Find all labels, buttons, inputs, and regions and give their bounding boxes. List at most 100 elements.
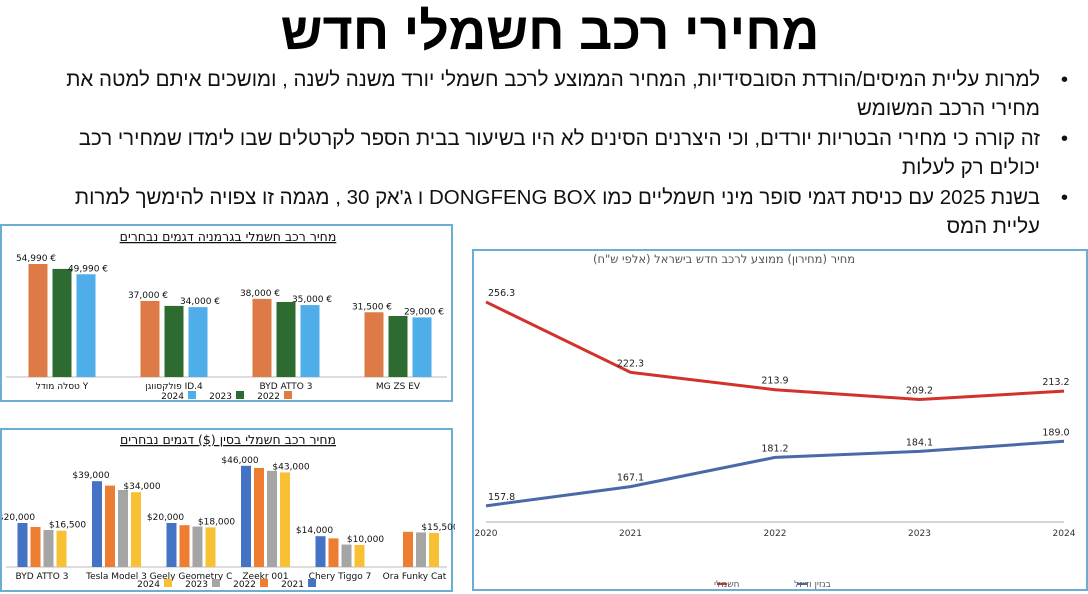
data-label: $18,000: [198, 517, 235, 527]
category-label: Ora Funky Cat: [383, 572, 447, 582]
data-label: $20,000: [2, 513, 35, 523]
data-label: $16,500: [49, 521, 86, 531]
bar-2023: [341, 544, 352, 567]
bar-2024: [56, 530, 67, 567]
data-label: $46,000: [221, 456, 258, 466]
data-label: 34,000 €: [180, 297, 220, 307]
x-tick-label: 2023: [908, 529, 931, 539]
legend-label: חשמלי: [714, 580, 740, 590]
x-tick-label: 2021: [619, 529, 642, 539]
bar-2021: [166, 523, 177, 567]
data-label: 222.3: [617, 358, 644, 369]
data-label: 256.3: [488, 288, 515, 299]
data-label: 213.2: [1042, 377, 1069, 388]
bar-2024: [429, 532, 439, 567]
china-bar-chart: מחיר רכב חשמלי בסין ($) דגמים נבחרים $20,…: [0, 428, 455, 592]
data-label: $20,000: [147, 513, 184, 523]
category-label: BYD ATTO 3: [16, 572, 69, 582]
data-label: 181.2: [761, 443, 788, 454]
legend-label: 2024: [161, 392, 184, 402]
bar-2024: [300, 305, 320, 377]
bar-2023: [416, 532, 426, 567]
data-label: 157.8: [488, 492, 515, 503]
data-label: 29,000 €: [404, 307, 444, 317]
chart-title: מחיר רכב חשמלי בגרמניה דגמים נבחרים: [120, 229, 337, 244]
bar-2024: [188, 307, 208, 377]
data-label: $10,000: [347, 535, 384, 545]
bar-2022: [179, 525, 190, 567]
bar-2024: [354, 545, 365, 567]
germany-chart-svg: מחיר רכב חשמלי בגרמניה דגמים נבחרים 54,99…: [6, 229, 447, 402]
legend-swatch: [308, 579, 316, 587]
bar-2022: [105, 485, 115, 567]
data-label: $43,000: [272, 462, 309, 472]
legend-label: 2022: [257, 392, 280, 402]
legend-swatch: [212, 579, 220, 587]
israel-line-chart: מחיר (מחירון) ממוצע לרכב חדש בישראל (אלפ…: [472, 249, 1088, 591]
bar-2024: [280, 472, 290, 567]
data-label: 189.0: [1042, 427, 1069, 438]
category-label: MG ZS EV: [376, 382, 421, 392]
category-label: Zeekr 001: [242, 572, 288, 582]
chart-title: מחיר רכב חשמלי בסין ($) דגמים נבחרים: [120, 432, 336, 447]
bar-2024: [131, 492, 141, 567]
bullet-item: זה קורה כי מחירי הבטריות יורדים, וכי היצ…: [30, 125, 1070, 182]
legend-label: 2023: [185, 580, 208, 590]
series-line-1: [485, 439, 1065, 508]
data-label: 31,500 €: [352, 302, 392, 312]
bar-2023: [118, 490, 128, 567]
legend-label: בנזין ודיזל: [794, 580, 831, 590]
legend-label: 2023: [209, 392, 232, 402]
germany-bar-chart: מחיר רכב חשמלי בגרמניה דגמים נבחרים 54,99…: [0, 224, 453, 402]
bar-2024: [205, 527, 216, 567]
data-label: 35,000 €: [292, 295, 332, 305]
category-label: פולקסווגן ID.4: [145, 382, 203, 392]
legend-label: 2021: [281, 580, 304, 590]
data-label: $39,000: [72, 471, 109, 481]
bar-2022: [140, 300, 160, 377]
legend-label: 2022: [233, 580, 256, 590]
data-label: 167.1: [617, 473, 644, 484]
china-chart-svg: מחיר רכב חשמלי בסין ($) דגמים נבחרים $20,…: [2, 432, 455, 590]
legend-swatch: [284, 391, 292, 399]
data-label: $15,500: [421, 523, 455, 533]
category-label: Geely Geometry C: [150, 572, 233, 582]
category-label: Tesla Model 3: [85, 572, 147, 582]
legend-swatch: [188, 391, 196, 399]
chart-title: מחיר (מחירון) ממוצע לרכב חדש בישראל (אלפ…: [593, 252, 855, 266]
slide-title: מחירי רכב חשמלי חדש: [280, 3, 820, 61]
bar-2021: [241, 465, 251, 567]
bar-2023: [267, 470, 277, 567]
bar-2023: [164, 305, 184, 377]
data-label: 37,000 €: [128, 291, 168, 301]
data-label: 213.9: [761, 376, 788, 387]
bar-2023: [52, 268, 72, 377]
bar-2021: [17, 523, 28, 567]
israel-chart-svg: מחיר (מחירון) ממוצע לרכב חדש בישראל (אלפ…: [475, 252, 1076, 590]
bullet-item: בשנת 2025 עם כניסת דגמי סופר מיני חשמליי…: [30, 184, 1070, 241]
category-label: BYD ATTO 3: [260, 382, 313, 392]
bar-2023: [388, 315, 408, 377]
x-tick-label: 2020: [475, 529, 498, 539]
bar-2021: [92, 481, 102, 567]
category-label: טסלה מודל Y: [36, 382, 89, 392]
legend-swatch: [236, 391, 244, 399]
bar-2021: [315, 536, 326, 567]
legend-swatch: [164, 579, 172, 587]
bar-2022: [328, 538, 339, 567]
category-label: Chery Tiggo 7: [309, 572, 372, 582]
bar-2023: [276, 301, 296, 377]
data-label: $34,000: [123, 482, 160, 492]
bar-2022: [30, 526, 41, 567]
bar-2022: [252, 298, 272, 377]
bar-2022: [403, 531, 413, 567]
legend-label: 2024: [137, 580, 160, 590]
bar-2023: [43, 530, 54, 567]
bar-2024: [412, 317, 432, 377]
x-tick-label: 2024: [1053, 529, 1076, 539]
bar-2022: [254, 468, 264, 567]
bar-2022: [28, 263, 48, 377]
legend-swatch: [260, 579, 268, 587]
data-label: 209.2: [906, 385, 933, 396]
bullet-list: למרות עליית המיסים/הורדת הסובסידיות, המח…: [30, 66, 1070, 243]
